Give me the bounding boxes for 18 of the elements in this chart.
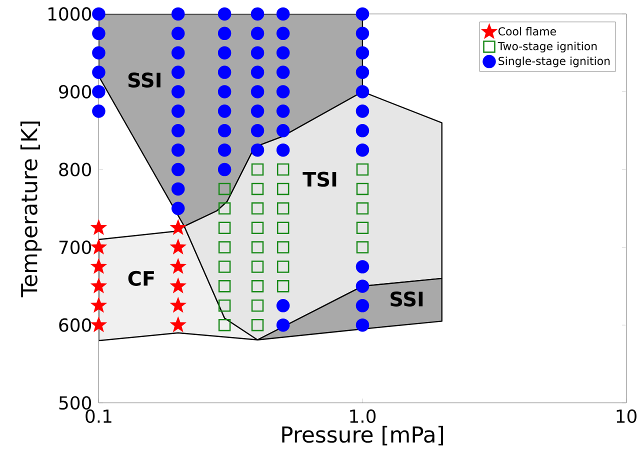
annotation: TSI [302, 172, 336, 187]
y-tick-label: 600 [59, 318, 92, 332]
x-tick-label: 0.1 [86, 410, 112, 424]
y-tick-label: 800 [59, 162, 92, 176]
y-axis-title: Temperature [K] [20, 122, 42, 298]
y-tick-label: 700 [59, 240, 92, 254]
x-tick-label: 10 [616, 410, 636, 424]
annotation: CF [128, 271, 154, 286]
legend-label: Two-stage ignition [498, 42, 597, 53]
legend-label: Cool flame [498, 27, 556, 36]
y-tick-label: 500 [59, 396, 92, 410]
legend-label: Single-stage ignition [498, 56, 610, 68]
y-tick-label: 1000 [48, 7, 92, 21]
x-tick-label: 1.0 [350, 410, 376, 424]
annotation: SSI [128, 72, 160, 88]
annotation: SSI [390, 292, 423, 307]
y-tick-label: 900 [59, 85, 92, 99]
x-axis-title: Pressure [mPa] [282, 426, 444, 446]
